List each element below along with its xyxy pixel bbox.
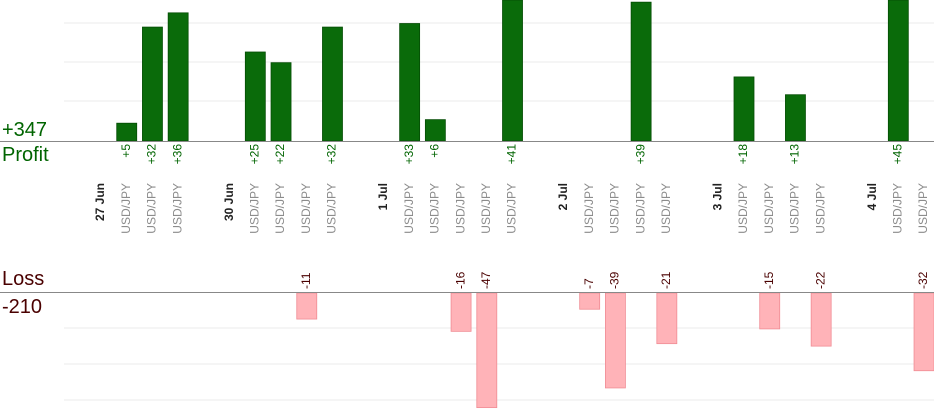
loss-bar	[913, 292, 934, 372]
loss-bar	[296, 292, 318, 320]
loss-value-label: -21	[659, 271, 673, 289]
labels: 27 Jun USD/JPY +5 USD/JPY +32 USD/JPY +36 30 Ju…	[93, 144, 930, 289]
baselines	[0, 141, 934, 293]
profit-bar	[142, 26, 163, 142]
date-label: 2 Jul	[556, 183, 570, 210]
profit-value-label: +6	[428, 144, 442, 158]
loss-value-label: -22	[813, 271, 827, 289]
profit-bar	[887, 0, 909, 142]
symbol-label: USD/JPY	[479, 183, 493, 234]
profit-bar	[399, 23, 421, 142]
symbol-label: USD/JPY	[428, 183, 442, 234]
profit-bar	[244, 51, 266, 142]
loss-total: -210	[2, 296, 43, 318]
profit-value-label: +32	[325, 144, 339, 165]
loss-bar	[605, 292, 626, 389]
profit-value-label: +25	[247, 144, 261, 165]
symbol-label: USD/JPY	[813, 183, 827, 234]
profit-bar	[167, 12, 189, 142]
date-label: 1 Jul	[376, 183, 390, 210]
loss-bar	[810, 292, 832, 347]
profit-bar	[270, 62, 292, 142]
symbol-label: USD/JPY	[119, 183, 133, 234]
loss-bar	[579, 292, 601, 310]
symbol-label: USD/JPY	[762, 183, 776, 234]
symbol-label: USD/JPY	[582, 183, 596, 234]
profit-value-label: +45	[890, 144, 904, 165]
profit-bar	[733, 76, 755, 142]
loss-value-label: -15	[762, 271, 776, 289]
profit-value-label: +13	[788, 144, 802, 165]
profit-value-label: +5	[119, 144, 133, 158]
profit-total: +347	[2, 119, 48, 141]
loss-bar	[450, 292, 472, 332]
loss-value-label: -7	[582, 278, 596, 289]
profit-value-label: +41	[505, 144, 519, 165]
symbol-label: USD/JPY	[633, 183, 647, 234]
date-label: 30 Jun	[222, 183, 236, 221]
symbol-label: USD/JPY	[736, 183, 750, 234]
bars	[116, 0, 934, 409]
loss-bar	[759, 292, 781, 330]
profit-bar	[322, 26, 343, 142]
symbol-label: USD/JPY	[325, 183, 339, 234]
profit-value-label: +39	[633, 144, 647, 165]
symbol-label: USD/JPY	[145, 183, 159, 234]
symbol-label: USD/JPY	[273, 183, 287, 234]
profit-bar	[502, 0, 523, 142]
symbol-label: USD/JPY	[402, 183, 416, 234]
symbol-label: USD/JPY	[247, 183, 261, 234]
symbol-label: USD/JPY	[170, 183, 184, 234]
profit-value-label: +18	[736, 144, 750, 165]
gridlines	[64, 22, 934, 401]
profit-bar	[116, 122, 138, 142]
date-label: 4 Jul	[865, 183, 879, 210]
loss-value-label: -32	[916, 271, 930, 289]
symbol-label: USD/JPY	[890, 183, 904, 234]
symbol-label: USD/JPY	[453, 183, 467, 234]
profit-value-label: +33	[402, 144, 416, 165]
symbol-label: USD/JPY	[608, 183, 622, 234]
loss-value-label: -47	[479, 271, 493, 289]
loss-label: Loss	[2, 268, 45, 290]
profit-label: Profit	[2, 144, 49, 166]
loss-value-label: -11	[299, 272, 313, 289]
profit-value-label: +32	[145, 144, 159, 165]
symbol-label: USD/JPY	[916, 183, 930, 234]
date-label: 27 Jun	[93, 183, 107, 221]
loss-value-label: -16	[453, 271, 467, 289]
loss-bar	[656, 292, 678, 345]
profit-value-label: +36	[170, 144, 184, 165]
profit-bar	[630, 1, 652, 142]
symbol-label: USD/JPY	[788, 183, 802, 234]
date-label: 3 Jul	[710, 183, 724, 210]
symbol-label: USD/JPY	[299, 183, 313, 234]
symbol-label: USD/JPY	[659, 183, 673, 234]
profit-bar	[785, 94, 806, 142]
loss-value-label: -39	[608, 271, 622, 289]
profit-value-label: +22	[273, 144, 287, 165]
profit-bar	[424, 119, 446, 142]
loss-bar	[476, 292, 498, 409]
symbol-label: USD/JPY	[505, 183, 519, 234]
